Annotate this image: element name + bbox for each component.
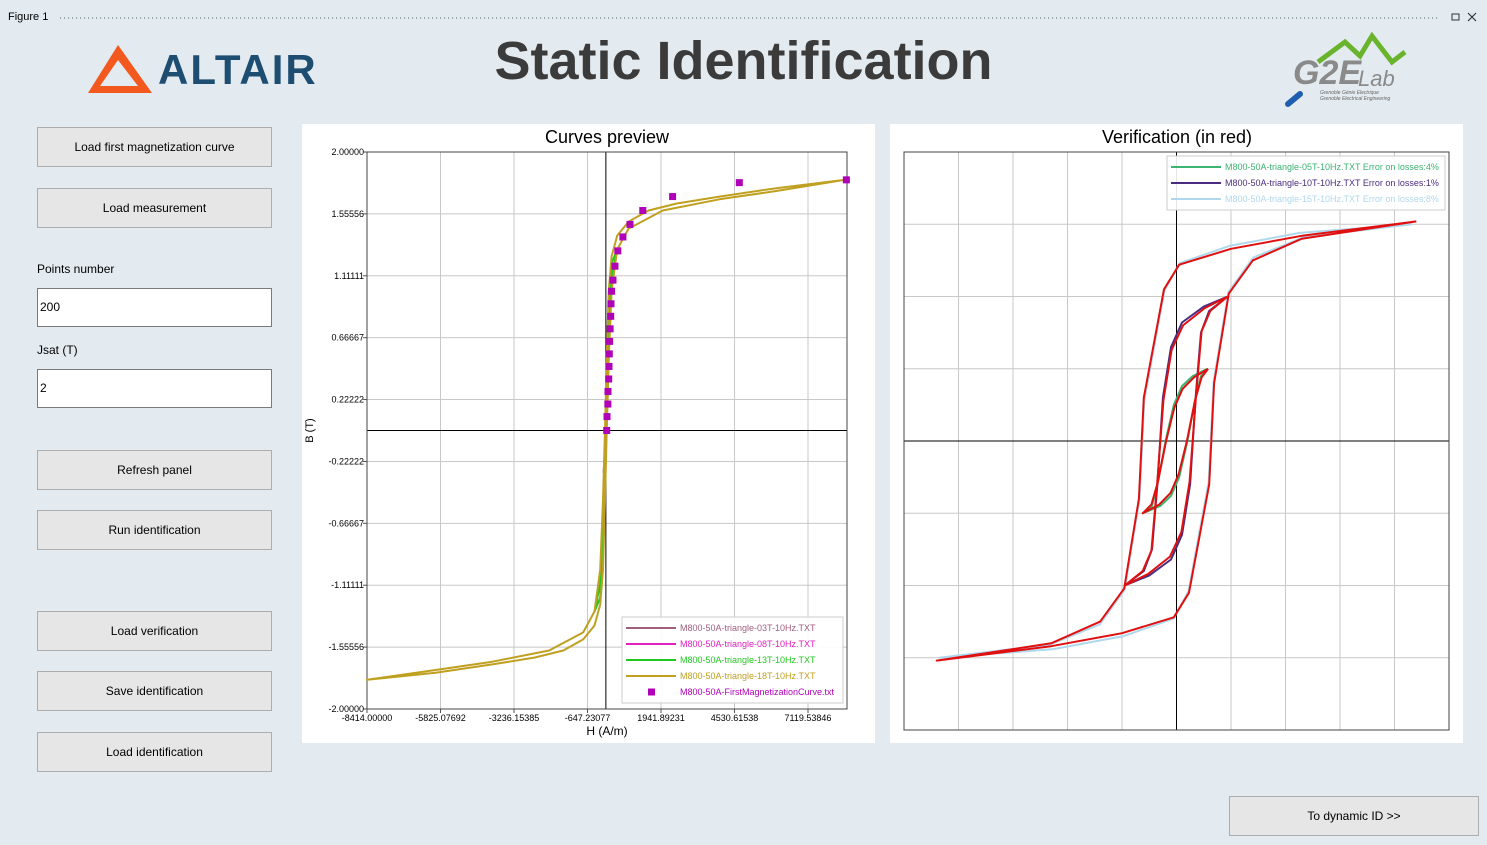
y-tick-label: -1.11111 <box>331 580 364 590</box>
button[interactable]: To dynamic ID >> <box>1229 796 1479 836</box>
field-label: Jsat (T) <box>37 343 78 357</box>
legend-label: M800-50A-triangle-05T-10Hz.TXT Error on … <box>1225 162 1439 172</box>
window-title: Figure 1 <box>8 11 49 23</box>
button[interactable]: Load identification <box>37 732 272 772</box>
legend-label: M800-50A-triangle-03T-10Hz.TXT <box>680 623 816 633</box>
y-tick-label: -1.55556 <box>328 642 364 652</box>
data-marker <box>735 179 743 187</box>
plot-frame <box>366 151 848 710</box>
x-tick-label: -647.23077 <box>565 713 611 723</box>
button[interactable]: Load first magnetization curve <box>37 127 272 167</box>
data-marker <box>604 400 612 408</box>
logo-right-line: Grenoble Génie Electrique <box>1320 90 1379 96</box>
data-marker <box>626 220 634 228</box>
y-tick-label: -0.22222 <box>328 456 364 466</box>
data-marker <box>603 413 611 421</box>
data-marker <box>606 337 614 345</box>
y-tick-label: -2.00000 <box>328 704 364 714</box>
legend-label: M800-50A-triangle-13T-10Hz.TXT <box>680 655 816 665</box>
legend-marker <box>648 688 655 696</box>
x-axis-label: H (A/m) <box>586 724 627 738</box>
data-marker <box>611 262 619 270</box>
data-marker <box>614 247 622 255</box>
x-tick-label: -5825.07692 <box>415 713 466 723</box>
text-input[interactable]: 200 <box>37 288 272 327</box>
data-marker <box>608 287 616 295</box>
g2e-accent <box>1285 91 1303 107</box>
button[interactable]: Load verification <box>37 611 272 651</box>
legend-label: M800-50A-triangle-18T-10Hz.TXT <box>680 671 816 681</box>
y-tick-label: 1.55556 <box>331 209 364 219</box>
y-tick-label: 0.22222 <box>331 395 364 405</box>
close-icon[interactable] <box>1467 12 1477 22</box>
altair-mark <box>88 45 152 93</box>
data-marker <box>605 350 613 358</box>
legend-label: M800-50A-triangle-10T-10Hz.TXT Error on … <box>1225 178 1439 188</box>
x-tick-label: 4530.61538 <box>711 713 759 723</box>
plot-frame <box>903 151 1450 731</box>
text-input[interactable]: 2 <box>37 369 272 408</box>
logo-right-line: Grenoble Electrical Engineering <box>1320 96 1391 102</box>
chart-title: Verification (in red) <box>1102 127 1252 147</box>
button[interactable]: Run identification <box>37 510 272 550</box>
chart-title: Curves preview <box>545 127 670 147</box>
y-tick-label: -0.66667 <box>328 518 364 528</box>
data-marker <box>607 312 615 320</box>
logo-right: G2E <box>1293 54 1362 92</box>
data-marker <box>842 176 850 184</box>
logo-right-sub: Lab <box>1358 66 1395 91</box>
y-axis-label: B (T) <box>304 418 316 442</box>
data-marker <box>605 375 613 383</box>
data-marker <box>603 427 611 434</box>
page-title: Static Identification <box>494 31 993 91</box>
y-tick-label: 0.66667 <box>331 333 364 343</box>
button[interactable]: Refresh panel <box>37 450 272 490</box>
g2e-mark <box>1316 31 1407 66</box>
logo-left: ALTAIR <box>158 46 318 93</box>
data-marker <box>669 193 677 201</box>
restore-icon[interactable] <box>1451 13 1460 21</box>
legend-label: M800-50A-FirstMagnetizationCurve.txt <box>680 687 835 697</box>
series-line <box>935 220 1417 662</box>
y-tick-label: 1.11111 <box>334 271 364 281</box>
legend-label: M800-50A-triangle-15T-10Hz.TXT Error on … <box>1225 194 1439 204</box>
y-tick-label: 2.00000 <box>331 147 364 157</box>
data-marker <box>607 300 615 308</box>
x-tick-label: 7119.53846 <box>785 713 832 723</box>
data-marker <box>605 362 613 370</box>
x-tick-label: -3236.15385 <box>489 713 540 723</box>
data-marker <box>606 325 614 333</box>
data-marker <box>639 206 647 214</box>
series-line <box>1141 367 1209 515</box>
legend-label: M800-50A-triangle-08T-10Hz.TXT <box>680 639 816 649</box>
x-tick-label: -8414.00000 <box>342 713 393 723</box>
data-marker <box>609 276 617 284</box>
field-label: Points number <box>37 262 115 276</box>
button[interactable]: Load measurement <box>37 188 272 228</box>
x-tick-label: 1941.89231 <box>637 713 685 723</box>
button[interactable]: Save identification <box>37 671 272 711</box>
data-marker <box>604 388 612 396</box>
data-marker <box>619 233 627 241</box>
